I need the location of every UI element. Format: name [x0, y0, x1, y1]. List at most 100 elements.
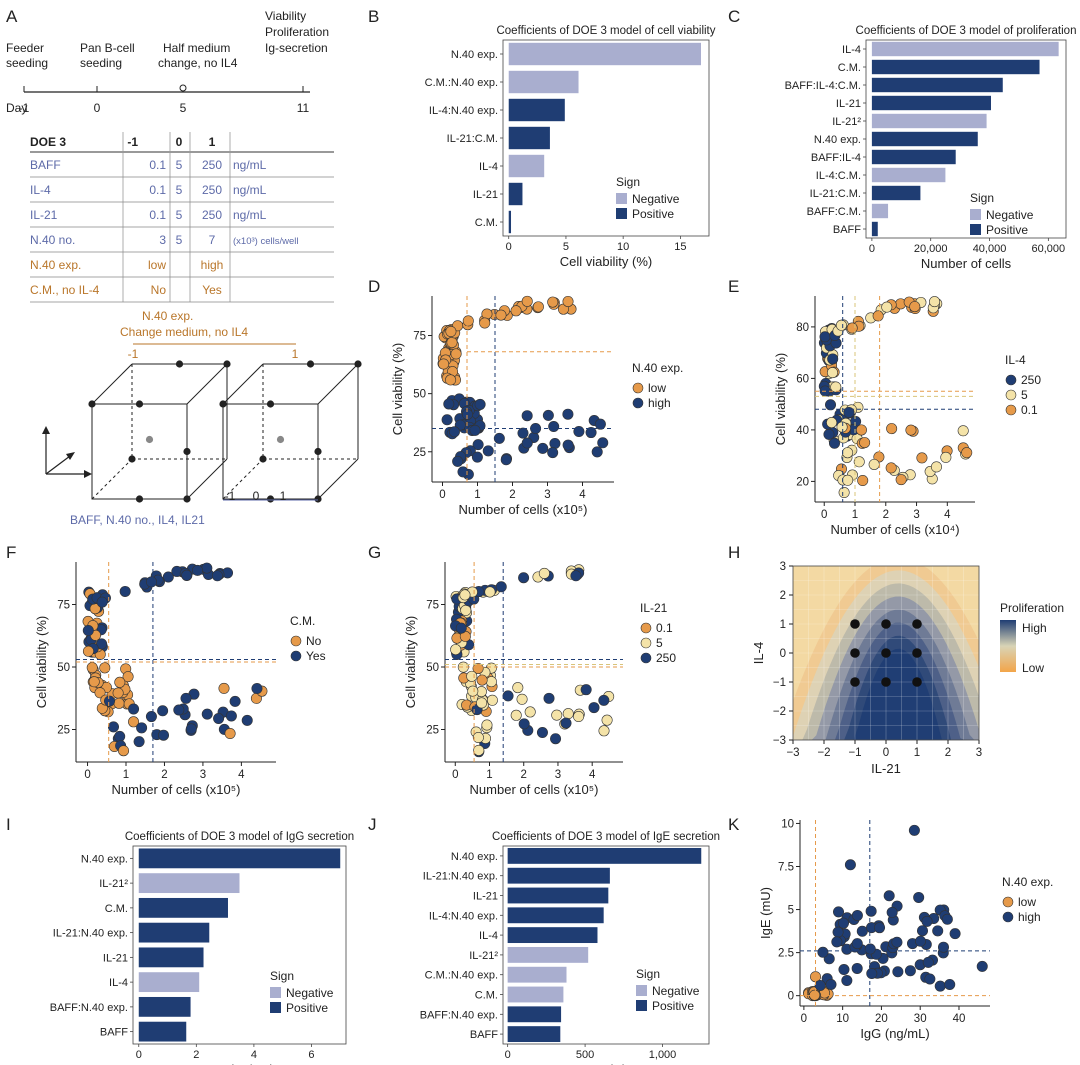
data-point	[932, 925, 944, 937]
design-point	[354, 360, 362, 368]
panel-letter-H: H	[728, 543, 740, 562]
data-point	[548, 420, 560, 432]
y-axis-label: Cell viability (%)	[773, 353, 788, 445]
data-point	[476, 674, 488, 686]
legend-swatch	[636, 985, 647, 996]
x-tick-label: 4	[238, 769, 245, 781]
legend-title: N.40 exp.	[632, 361, 683, 375]
data-point	[113, 697, 125, 709]
panel-letter-B: B	[368, 7, 379, 26]
data-point	[542, 409, 554, 421]
legend-marker	[1005, 404, 1017, 416]
design-point	[314, 495, 322, 503]
legend-label: low	[1018, 895, 1036, 909]
x-tick-label: 60,000	[1032, 243, 1066, 255]
scatter-G: 0 1 2 3 4 25 50 75 Number of cells (x10⁵) Cell vi…	[403, 562, 676, 797]
category-label: IL-21	[836, 98, 861, 110]
design-cube	[219, 360, 362, 503]
legend-label: Positive	[632, 207, 674, 221]
x-tick-label: 30	[914, 1013, 927, 1025]
data-point	[924, 973, 936, 985]
design-point	[314, 447, 322, 456]
x-axis-label: IL-21	[871, 761, 901, 776]
x-tick-label: 1	[852, 509, 858, 521]
data-point	[94, 687, 106, 699]
category-label: IL-21	[473, 189, 498, 201]
table-row-name: C.M., no IL-4	[30, 283, 100, 297]
x-tick-label: 1	[474, 489, 480, 501]
table-cell: 5	[176, 233, 183, 247]
table-row-name: N.40 no.	[30, 233, 75, 247]
data-point	[472, 731, 484, 743]
legend-swatch	[270, 1002, 281, 1013]
legend-marker	[1005, 374, 1017, 386]
design-point	[183, 495, 191, 503]
data-point	[495, 581, 507, 593]
data-point	[486, 694, 498, 706]
data-point	[825, 978, 837, 990]
data-point	[865, 905, 877, 917]
legend-swatch	[636, 1000, 647, 1011]
data-point	[874, 922, 886, 934]
data-point	[510, 305, 522, 317]
table-cell: 0.1	[149, 208, 166, 222]
bar	[507, 946, 589, 963]
data-point	[851, 938, 863, 950]
legend-label: Positive	[652, 999, 694, 1013]
y-tick-label: 75	[413, 331, 426, 343]
scatter-K: 0 10 20 30 40 0 2.5 5 7.5 10 IgG (ng/mL) IgE (mU) N.…	[758, 818, 1053, 1041]
category-label: IL-4	[842, 44, 861, 56]
data-point	[547, 296, 559, 308]
category-label: IL-21:N.40 exp.	[53, 928, 128, 940]
cube-edge	[317, 363, 359, 405]
legend-label: low	[648, 381, 666, 395]
design-point	[266, 495, 275, 503]
x-tick-label: 20	[875, 1013, 888, 1025]
table-unit: ng/mL	[233, 183, 267, 197]
data-point	[855, 424, 867, 436]
data-point	[173, 704, 185, 716]
table-header: DOE 3	[30, 135, 66, 149]
x-tick-label: 2	[945, 747, 951, 759]
x-tick-label: 6	[308, 1049, 314, 1061]
x-tick-label: 40	[953, 1013, 966, 1025]
data-point	[908, 824, 920, 836]
bar-chart-B: Coefficients of DOE 3 model of cell viab…	[425, 25, 716, 269]
data-point	[521, 295, 533, 307]
x-axis-label: IgG (ng/mL)	[860, 1026, 929, 1041]
x-tick-label: 3	[555, 769, 561, 781]
legend-marker	[290, 635, 302, 647]
legend-label: No	[306, 634, 322, 648]
y-tick-label: 3	[780, 561, 786, 573]
x-tick-label: 0	[801, 1013, 807, 1025]
legend-marker	[632, 397, 644, 409]
bar	[871, 59, 1040, 75]
data-point	[830, 381, 842, 393]
y-tick-label: 25	[426, 725, 439, 737]
x-tick-label: 1	[486, 769, 492, 781]
x-tick-label: 4	[944, 509, 951, 521]
data-point	[459, 589, 471, 601]
data-point	[832, 926, 844, 938]
bar-chart-J: Coefficients of DOE 3 model of IgE secre…	[420, 831, 720, 1065]
x-tick-label: 0	[821, 509, 827, 521]
chart-title: Coefficients of DOE 3 model of IgG secre…	[125, 831, 354, 843]
design-point	[881, 677, 891, 687]
chart-title: Coefficients of DOE 3 model of prolifera…	[856, 25, 1077, 37]
category-label: IL-4:C.M.	[816, 170, 861, 182]
day-label: Day	[6, 101, 27, 115]
x-tick-label: 2	[161, 769, 167, 781]
x-tick-label: 0	[506, 241, 512, 253]
category-label: C.M.	[475, 217, 498, 229]
cube-tick: -1	[128, 347, 139, 361]
bar	[138, 897, 228, 918]
data-point	[844, 859, 856, 871]
data-point	[913, 891, 925, 903]
day-value: 5	[180, 101, 187, 115]
scatter-F: 0 1 2 3 4 25 50 75 Number of cells (x10⁵) Cell vi…	[34, 562, 326, 797]
y-axis-label: IgE (mU)	[758, 887, 773, 939]
legend-swatch	[616, 208, 627, 219]
data-point	[562, 295, 574, 307]
data-point	[493, 432, 505, 444]
